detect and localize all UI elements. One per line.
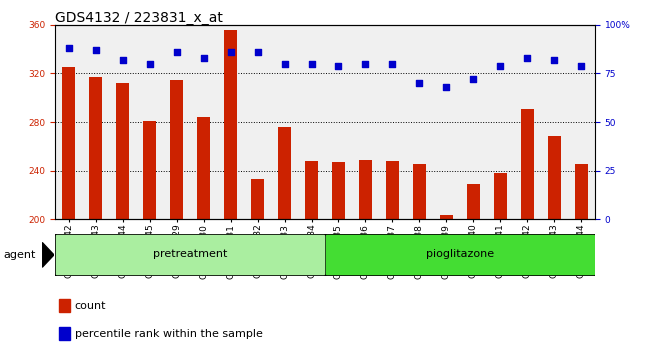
Bar xyxy=(467,184,480,219)
Point xyxy=(306,61,317,67)
Point xyxy=(360,61,370,67)
Bar xyxy=(278,127,291,219)
Text: count: count xyxy=(75,301,106,310)
Bar xyxy=(547,136,561,219)
Point xyxy=(252,49,263,55)
Bar xyxy=(56,235,324,274)
Bar xyxy=(62,67,75,219)
Point xyxy=(118,57,128,63)
Polygon shape xyxy=(42,242,54,267)
Bar xyxy=(197,117,211,219)
Point xyxy=(226,49,236,55)
Bar xyxy=(521,109,534,219)
Bar xyxy=(58,299,70,312)
Bar xyxy=(305,161,318,219)
Bar xyxy=(170,80,183,219)
Bar xyxy=(359,160,372,219)
Bar xyxy=(116,83,129,219)
Point xyxy=(198,55,209,61)
Bar xyxy=(385,161,399,219)
Bar xyxy=(493,173,507,219)
Bar xyxy=(58,327,70,340)
Bar xyxy=(326,235,594,274)
Point xyxy=(333,63,344,68)
Bar xyxy=(143,121,157,219)
Point xyxy=(468,76,478,82)
Point xyxy=(90,47,101,53)
Text: pretreatment: pretreatment xyxy=(153,249,228,259)
Bar xyxy=(251,179,265,219)
Bar xyxy=(575,164,588,219)
Bar xyxy=(224,30,237,219)
Text: GDS4132 / 223831_x_at: GDS4132 / 223831_x_at xyxy=(55,11,223,25)
Point xyxy=(172,49,182,55)
Point xyxy=(144,61,155,67)
Bar xyxy=(413,164,426,219)
Text: agent: agent xyxy=(3,250,36,260)
Point xyxy=(64,45,74,51)
Point xyxy=(576,63,586,68)
Point xyxy=(387,61,398,67)
Text: percentile rank within the sample: percentile rank within the sample xyxy=(75,329,263,339)
Point xyxy=(522,55,532,61)
Point xyxy=(549,57,560,63)
Point xyxy=(441,84,452,90)
Point xyxy=(495,63,506,68)
Bar xyxy=(332,162,345,219)
Text: pioglitazone: pioglitazone xyxy=(426,249,494,259)
Point xyxy=(280,61,290,67)
Bar xyxy=(89,77,103,219)
Bar xyxy=(439,215,453,219)
Point xyxy=(414,80,424,86)
